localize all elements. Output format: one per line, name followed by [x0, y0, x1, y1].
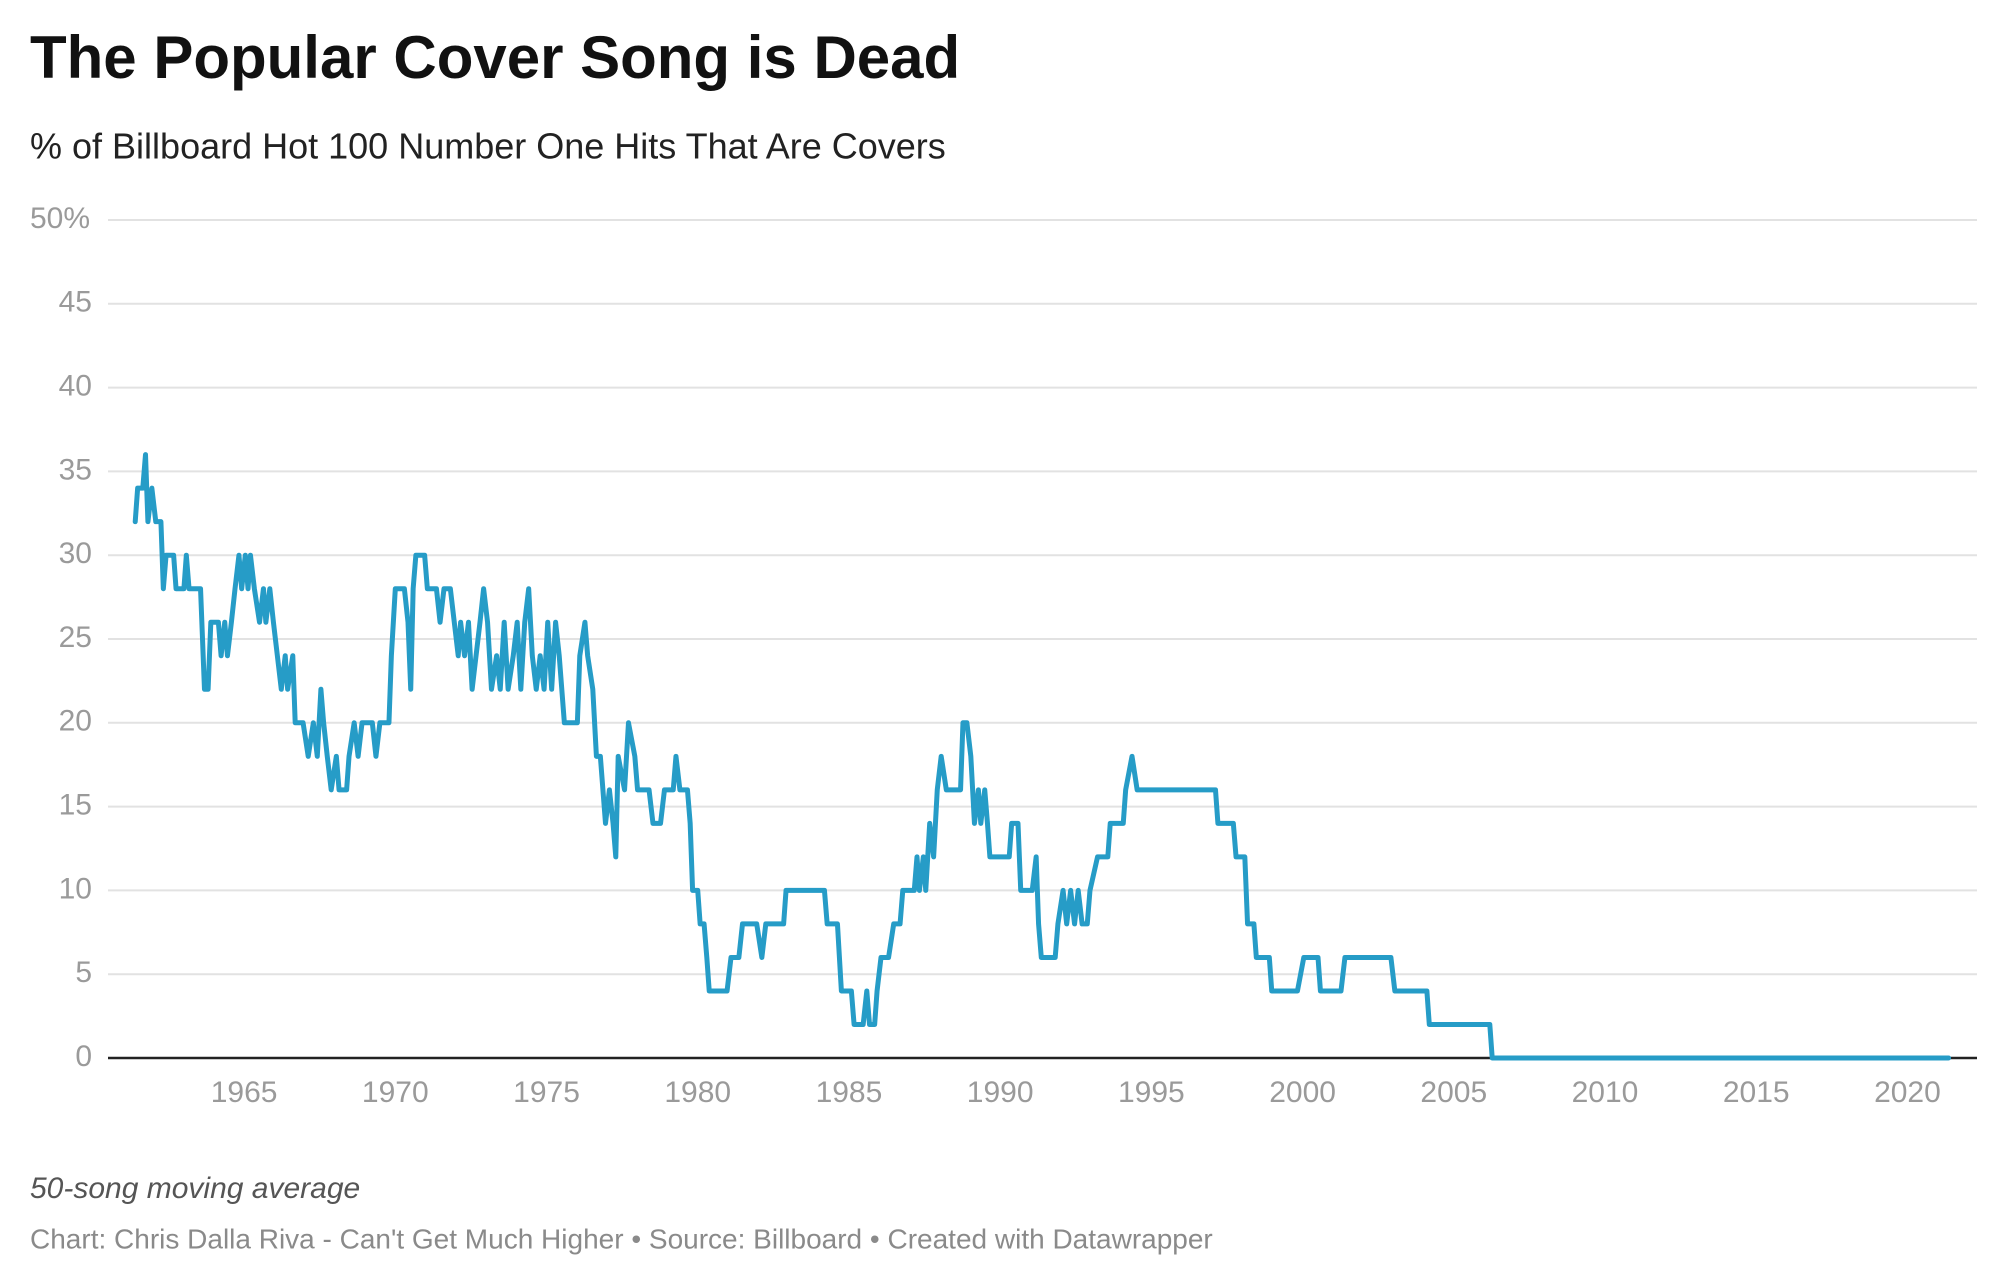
x-tick-label: 1990	[967, 1076, 1034, 1109]
x-tick-label: 1965	[211, 1076, 278, 1109]
data-line	[132, 452, 1952, 1061]
x-tick-label: 1980	[664, 1076, 731, 1109]
y-tick-label: 35	[59, 453, 92, 486]
x-tick-label: 1985	[816, 1076, 883, 1109]
y-tick-label: 0	[75, 1040, 92, 1073]
x-tick-label: 2020	[1874, 1076, 1941, 1109]
x-tick-label: 2000	[1269, 1076, 1336, 1109]
x-tick-label: 2015	[1723, 1076, 1790, 1109]
y-tick-label: 5	[75, 956, 92, 989]
x-tick-label: 1975	[513, 1076, 580, 1109]
y-tick-label: 45	[59, 286, 92, 319]
y-tick-label: 10	[59, 872, 92, 905]
chart-source: Chart: Chris Dalla Riva - Can't Get Much…	[30, 1223, 1213, 1254]
y-tick-label: 25	[59, 621, 92, 654]
x-tick-label: 2005	[1420, 1076, 1487, 1109]
x-tick-label: 1970	[362, 1076, 429, 1109]
chart-subtitle: % of Billboard Hot 100 Number One Hits T…	[30, 126, 946, 167]
y-tick-label: 40	[59, 370, 92, 403]
chart-note: 50-song moving average	[30, 1172, 360, 1205]
y-tick-label: 50%	[30, 202, 90, 235]
y-tick-label: 30	[59, 537, 92, 570]
y-tick-label: 20	[59, 705, 92, 738]
x-tick-label: 1995	[1118, 1076, 1185, 1109]
x-tick-label: 2010	[1572, 1076, 1639, 1109]
chart-title: The Popular Cover Song is Dead	[30, 24, 960, 91]
y-tick-label: 15	[59, 789, 92, 822]
